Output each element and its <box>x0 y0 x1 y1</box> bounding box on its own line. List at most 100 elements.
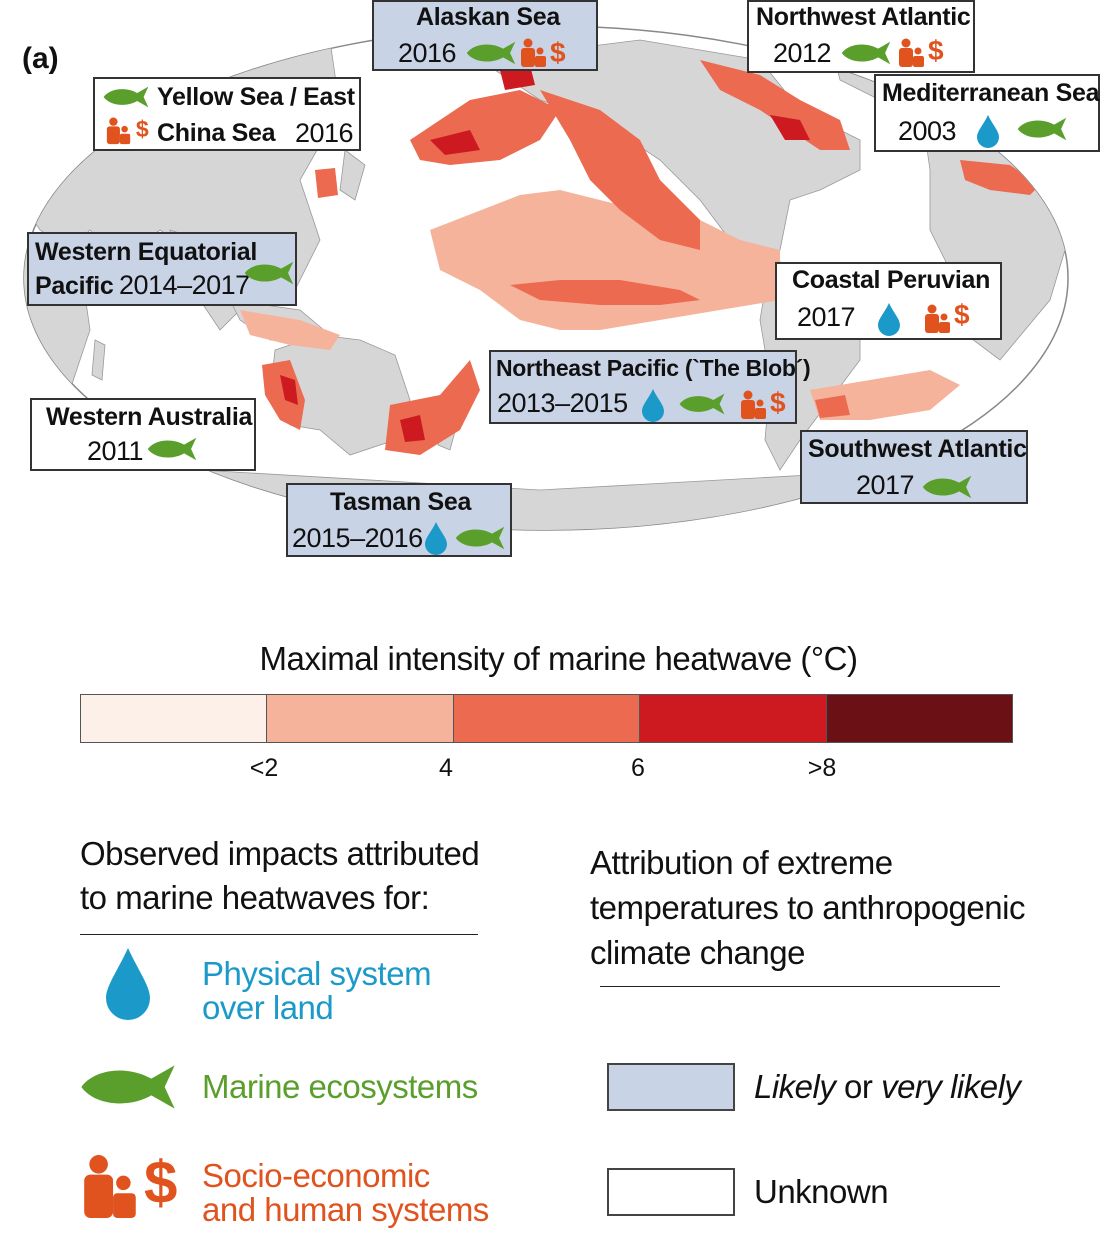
fish-icon <box>103 86 149 108</box>
heatwave-patch <box>262 360 305 430</box>
unknown-label: Unknown <box>754 1173 889 1210</box>
unknown-swatch <box>607 1168 735 1216</box>
region-year: 2012 <box>773 38 832 68</box>
dollar-icon: $ <box>136 116 149 142</box>
region-name: Alaskan Sea <box>416 3 561 31</box>
region-name-line2: Pacific <box>35 272 114 300</box>
impacts-heading-line1: Observed impacts attributed <box>80 835 480 872</box>
people-icon <box>521 38 546 67</box>
physical-label-line2: over land <box>202 989 334 1026</box>
colorbar-tick-label: <2 <box>249 754 279 782</box>
colorbar <box>80 694 1013 743</box>
region-year: 2003 <box>898 116 957 146</box>
colorbar-tick-label: >8 <box>807 754 837 782</box>
water-drop-icon <box>977 115 999 148</box>
people-icon <box>741 390 766 419</box>
colorbar-title: Maximal intensity of marine heatwave (°C… <box>259 640 858 677</box>
panel-label: (a) <box>22 42 59 75</box>
callout-western-australia: Western Australia 2011 <box>30 398 256 471</box>
heatwave-patch <box>500 65 535 90</box>
fish-icon <box>244 261 294 285</box>
likely-word: Likely <box>754 1068 836 1105</box>
callout-northwest-atlantic: Northwest Atlantic 2012 $ <box>747 0 975 73</box>
landmass-japan <box>339 149 366 201</box>
region-year: 2014–2017 <box>119 270 250 300</box>
colorbar-tick-label: 4 <box>439 754 453 782</box>
dollar-icon: $ <box>144 1149 177 1214</box>
callout-coastal-peruvian: Coastal Peruvian 2017 $ <box>775 262 1002 340</box>
dollar-icon: $ <box>954 299 970 330</box>
region-year: 2013–2015 <box>497 388 628 418</box>
likely-swatch <box>607 1063 735 1111</box>
very-likely-word: very likely <box>881 1068 1021 1105</box>
svg-text:$: $ <box>954 299 970 330</box>
people-icon <box>899 38 924 67</box>
heatwave-patch <box>540 90 700 250</box>
callout-mediterranean: Mediterranean Sea 2003 <box>874 74 1100 152</box>
svg-text:$: $ <box>928 35 944 66</box>
water-drop-icon <box>878 303 900 336</box>
dollar-icon: $ <box>550 37 566 68</box>
attribution-heading-line3: climate change <box>590 934 805 971</box>
colorbar-bin <box>453 695 641 742</box>
svg-text:$: $ <box>136 116 149 142</box>
world-map <box>23 25 1069 531</box>
socio-label-line1: Socio-economic <box>202 1157 430 1194</box>
region-year: 2011 <box>87 436 144 466</box>
marine-label: Marine ecosystems <box>202 1068 478 1105</box>
colorbar-bin <box>81 695 268 742</box>
people-icon <box>84 1155 136 1218</box>
region-name-line2: China Sea <box>157 119 276 147</box>
region-name: Southwest Atlantic <box>808 435 1027 463</box>
attribution-divider <box>600 986 1000 987</box>
heatwave-patch <box>815 395 850 418</box>
fish-icon <box>455 526 505 550</box>
region-name: Northwest Atlantic <box>756 3 971 31</box>
fish-icon <box>147 437 197 461</box>
dollar-icon: $ <box>928 35 944 66</box>
heatwave-patch <box>510 280 700 305</box>
region-name: Mediterranean Sea <box>882 79 1100 107</box>
likely-label: Likely or very likely <box>754 1068 1021 1105</box>
colorbar-bin <box>826 695 1013 742</box>
callout-tasman-sea: Tasman Sea 2015–2016 <box>286 483 512 557</box>
heatwave-patch <box>315 168 338 198</box>
fish-icon <box>841 41 891 65</box>
socio-label-line2: and human systems <box>202 1191 489 1228</box>
attribution-heading-line1: Attribution of extreme <box>590 844 893 881</box>
heatwave-patch <box>400 415 425 442</box>
colorbar-tick-label: 6 <box>631 754 645 782</box>
svg-text:$: $ <box>144 1149 177 1214</box>
fish-icon <box>1017 117 1067 141</box>
impacts-divider <box>80 934 478 935</box>
fish-icon <box>922 475 972 499</box>
callout-northeast-pacific-blob: Northeast Pacific (`The Blob´) 2013–2015… <box>489 350 811 424</box>
region-year: 2016 <box>398 38 457 68</box>
region-year: 2015–2016 <box>292 523 423 553</box>
physical-label-line1: Physical system <box>202 955 432 992</box>
heatwave-patch <box>960 160 1040 195</box>
attribution-heading-line2: temperatures to anthropogenic <box>590 889 1025 926</box>
heatwave-patch <box>430 130 480 155</box>
region-name: Coastal Peruvian <box>792 266 991 294</box>
landmass-madagascar <box>91 339 106 381</box>
region-name: Tasman Sea <box>330 488 472 516</box>
region-name: Northeast Pacific (`The Blob´) <box>496 355 811 381</box>
region-name: Yellow Sea / East <box>157 83 355 111</box>
impacts-heading-line2: to marine heatwaves for: <box>80 879 430 916</box>
or-word: or <box>835 1068 882 1105</box>
region-name: Western Equatorial <box>35 238 257 266</box>
people-icon <box>925 304 950 333</box>
heatwave-layer <box>240 60 1040 455</box>
callout-southwest-atlantic: Southwest Atlantic 2017 <box>800 430 1028 504</box>
callout-alaskan-sea: Alaskan Sea 2016 $ <box>372 0 598 71</box>
callout-yellow-sea: $ Yellow Sea / East China Sea 2016 <box>93 77 361 151</box>
fish-icon <box>81 1065 175 1109</box>
heatwave-patch <box>240 310 340 350</box>
water-drop-icon <box>425 522 447 555</box>
region-name: Western Australia <box>46 403 253 431</box>
region-year: 2017 <box>856 470 915 500</box>
heatwave-patch <box>700 60 850 150</box>
heatwave-patch <box>770 115 810 140</box>
heatwave-patch <box>280 375 298 405</box>
